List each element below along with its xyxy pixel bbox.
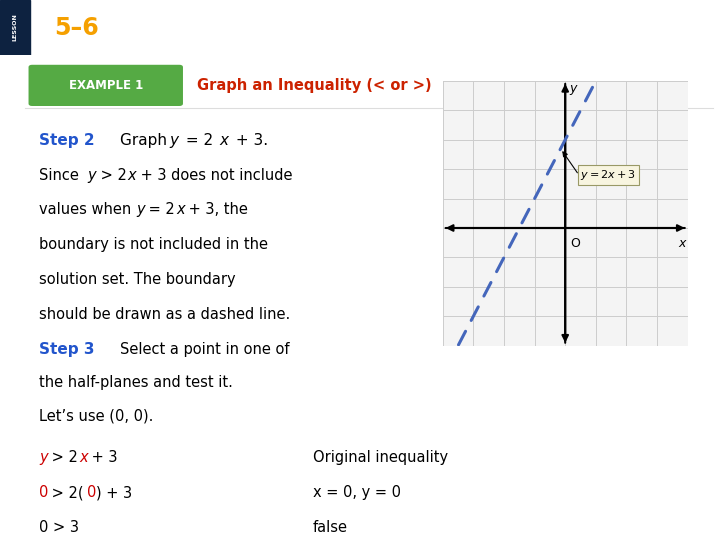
Text: 5–6: 5–6 xyxy=(54,16,99,39)
Text: + 3: + 3 xyxy=(88,450,118,465)
FancyBboxPatch shape xyxy=(29,65,183,106)
Text: Graph: Graph xyxy=(120,133,171,147)
Text: O: O xyxy=(571,237,580,250)
Text: 0: 0 xyxy=(39,485,48,500)
Text: > 2: > 2 xyxy=(47,450,78,465)
Text: 0: 0 xyxy=(88,485,97,500)
Text: Select a point in one of: Select a point in one of xyxy=(120,342,289,357)
Text: y: y xyxy=(169,133,178,147)
Text: values when: values when xyxy=(39,202,136,218)
Text: false: false xyxy=(312,520,348,535)
Text: y: y xyxy=(570,83,577,96)
Text: x: x xyxy=(220,133,228,147)
Text: Graphing Inequalities in Two Variables: Graphing Inequalities in Two Variables xyxy=(119,20,449,35)
Text: Let’s use (0, 0).: Let’s use (0, 0). xyxy=(39,408,153,423)
Text: Original inequality: Original inequality xyxy=(312,450,448,465)
Text: = 2: = 2 xyxy=(181,133,213,147)
Text: y: y xyxy=(136,202,145,218)
Text: x: x xyxy=(679,237,686,250)
Text: Graph an Inequality (< or >): Graph an Inequality (< or >) xyxy=(197,78,431,93)
Text: x: x xyxy=(128,167,137,183)
Text: = 2: = 2 xyxy=(144,202,175,218)
Text: LESSON: LESSON xyxy=(13,14,17,42)
Text: Step 3: Step 3 xyxy=(39,342,94,357)
Text: EXAMPLE 1: EXAMPLE 1 xyxy=(68,79,143,92)
Text: x: x xyxy=(176,202,185,218)
Text: solution set. The boundary: solution set. The boundary xyxy=(39,272,235,287)
Text: + 3.: + 3. xyxy=(231,133,269,147)
Text: > 2(: > 2( xyxy=(47,485,84,500)
Text: should be drawn as a dashed line.: should be drawn as a dashed line. xyxy=(39,307,290,322)
Text: 0 > 3: 0 > 3 xyxy=(39,520,79,535)
Text: the half-planes and test it.: the half-planes and test it. xyxy=(39,375,233,390)
Bar xyxy=(0,0,30,55)
Text: x: x xyxy=(79,450,88,465)
Text: Since: Since xyxy=(39,167,84,183)
Text: + 3, the: + 3, the xyxy=(184,202,248,218)
Text: $y = 2x + 3$: $y = 2x + 3$ xyxy=(580,168,636,182)
Text: + 3 does not include: + 3 does not include xyxy=(136,167,292,183)
Text: > 2: > 2 xyxy=(96,167,127,183)
Text: ) + 3: ) + 3 xyxy=(96,485,132,500)
Text: y: y xyxy=(88,167,96,183)
Text: boundary is not included in the: boundary is not included in the xyxy=(39,238,268,252)
Text: Step 2: Step 2 xyxy=(39,133,95,147)
Text: x = 0, y = 0: x = 0, y = 0 xyxy=(312,485,401,500)
Text: y: y xyxy=(39,450,48,465)
